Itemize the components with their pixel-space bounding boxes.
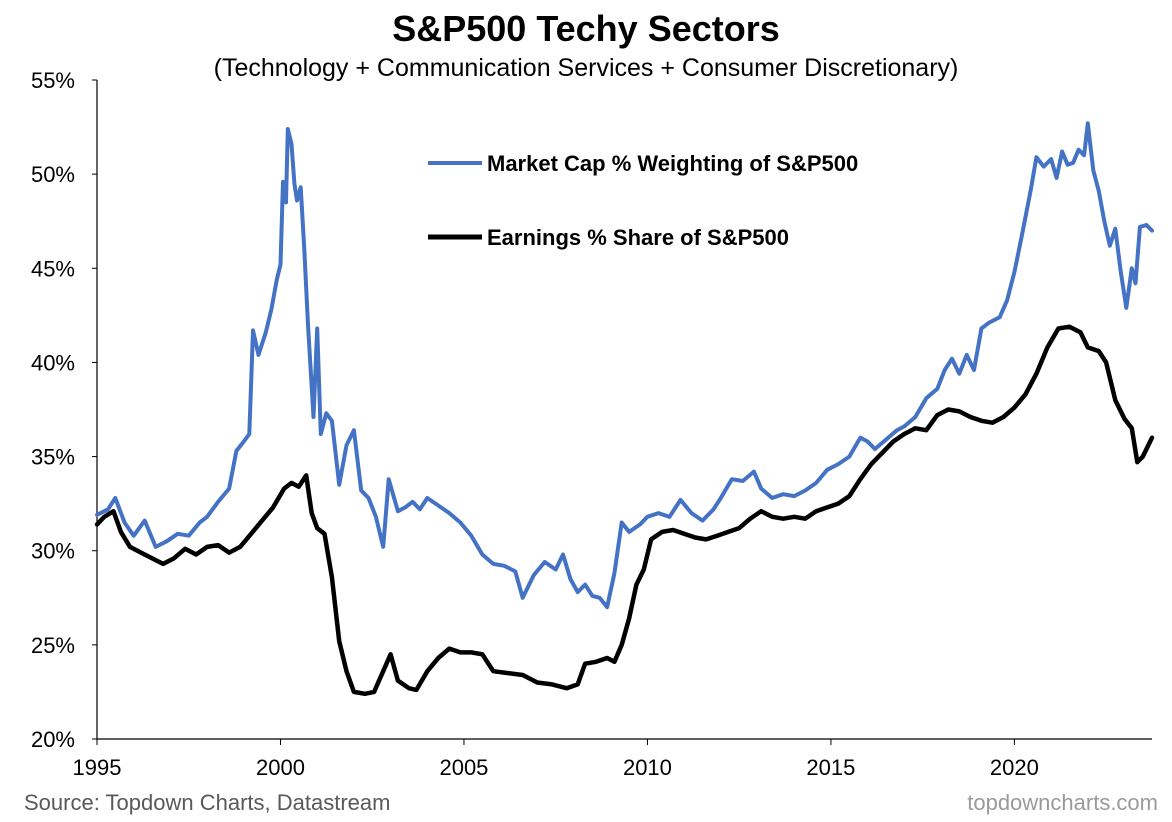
series-line-market-cap <box>95 121 1154 610</box>
y-tick-label: 50% <box>31 162 75 187</box>
legend-label-earnings: Earnings % Share of S&P500 <box>487 225 789 250</box>
y-tick-label: 20% <box>31 727 75 752</box>
x-tick-label: 1995 <box>73 755 122 780</box>
series-layer <box>94 121 1155 697</box>
x-tick-label: 2005 <box>439 755 488 780</box>
y-tick-label: 45% <box>31 256 75 281</box>
y-tick-label: 40% <box>31 350 75 375</box>
x-tick-label: 2010 <box>623 755 672 780</box>
x-tick-label: 2000 <box>256 755 305 780</box>
y-tick-label: 30% <box>31 539 75 564</box>
x-tick-label: 2015 <box>806 755 855 780</box>
x-tick-label: 2020 <box>990 755 1039 780</box>
y-tick-label: 35% <box>31 445 75 470</box>
chart-title: S&P500 Techy Sectors <box>392 8 780 49</box>
y-tick-label: 25% <box>31 633 75 658</box>
source-note: Source: Topdown Charts, Datastream <box>24 790 391 815</box>
chart-subtitle: (Technology + Communication Services + C… <box>213 54 959 82</box>
legend: Market Cap % Weighting of S&P500 Earnings… <box>428 151 858 250</box>
y-tick-label: 55% <box>31 68 75 93</box>
series-line-earnings <box>94 324 1155 697</box>
watermark: topdowncharts.com <box>967 790 1158 815</box>
legend-label-market-cap: Market Cap % Weighting of S&P500 <box>487 151 858 176</box>
axes: 20% 25% 30% 35% 40% 45% 50% 55% 1995 2000 2005 2010… <box>31 68 1152 780</box>
